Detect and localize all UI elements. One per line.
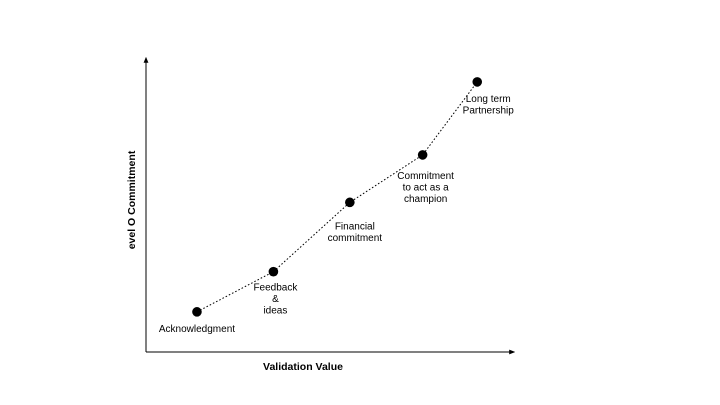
axes xyxy=(143,56,516,355)
point-labels: Acknowledgment Feedback & ideas Financial com… xyxy=(159,94,514,335)
series-polyline xyxy=(196,81,478,313)
data-point-5 xyxy=(472,77,483,87)
point-label-2: Feedback & ideas xyxy=(253,283,298,317)
x-axis-title: Validation Value xyxy=(263,361,343,373)
point-label-4: Commitment to act as a champion xyxy=(397,171,454,205)
data-point-4 xyxy=(417,150,428,160)
data-point-3 xyxy=(345,197,355,208)
point-label-5: Long term Partnership xyxy=(463,94,515,117)
data-point-1 xyxy=(192,307,202,317)
point-label-3: Financial commitment xyxy=(328,221,383,244)
data-point-2 xyxy=(268,266,279,277)
data-points xyxy=(192,77,483,317)
series-line xyxy=(196,81,478,313)
point-label-1: Acknowledgment xyxy=(159,324,235,335)
y-axis-title: evel O Commitment xyxy=(126,150,138,249)
